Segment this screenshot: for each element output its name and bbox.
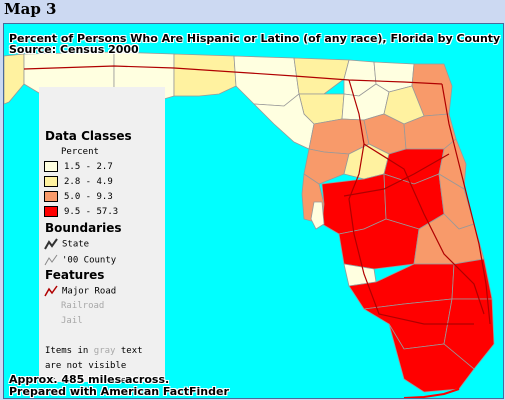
- legend-feature-road-label: Major Road: [62, 286, 117, 297]
- major-road-i10: [23, 65, 443, 85]
- county-palm-beach[interactable]: [451, 258, 493, 300]
- legend-panel: Data Classes Percent 1.5 - 2.7 2.8 - 4.9…: [39, 87, 165, 386]
- legend-boundaries-heading: Boundaries: [45, 221, 122, 235]
- legend-percent-label: Percent: [61, 147, 99, 157]
- major-road-i4: [343, 153, 450, 197]
- legend-class-1-label: 1.5 - 2.7: [64, 162, 113, 172]
- legend-class-3-label: 5.0 - 9.3: [64, 192, 113, 202]
- legend-class-2: 2.8 - 4.9: [44, 176, 113, 187]
- florida-keys: [403, 388, 460, 398]
- legend-note-post: text: [115, 346, 143, 356]
- county-broward-miami[interactable]: [443, 298, 495, 370]
- county-panhandle-west[interactable]: [4, 53, 25, 105]
- legend-boundary-state: State: [44, 238, 89, 250]
- county-east-coast-2[interactable]: [438, 138, 467, 190]
- legend-note-line-1: Items in gray text: [45, 344, 143, 359]
- legend-swatch-2: [44, 176, 58, 187]
- major-road-i75: [348, 79, 474, 325]
- county-panhandle-3[interactable]: [173, 53, 237, 97]
- county-panhandle-4[interactable]: [233, 55, 300, 107]
- county-pinellas[interactable]: [310, 201, 325, 230]
- legend-class-3: 5.0 - 9.3: [44, 191, 113, 202]
- legend-boundary-county-label: '00 County: [62, 255, 117, 266]
- legend-class-4-label: 9.5 - 57.3: [64, 207, 119, 217]
- legend-class-2-label: 2.8 - 4.9: [64, 177, 113, 187]
- legend-class-4: 9.5 - 57.3: [44, 206, 118, 217]
- legend-swatch-3: [44, 191, 58, 202]
- map-source: Source: Census 2000: [9, 43, 139, 56]
- major-road-i95: [441, 83, 491, 325]
- map-scale-note: Approx. 485 miles across.: [9, 373, 170, 386]
- legend-class-1: 1.5 - 2.7: [44, 161, 113, 172]
- map-frame[interactable]: Percent of Persons Who Are Hispanic or L…: [3, 23, 504, 399]
- legend-note-gray: gray: [93, 346, 116, 356]
- florida-map[interactable]: [4, 24, 503, 398]
- legend-note-line-2: are not visible: [45, 361, 127, 371]
- legend-note-line-3: at this zoom level: [45, 376, 143, 386]
- county-monroe[interactable]: [388, 323, 475, 393]
- legend-note-pre: Items in: [45, 346, 94, 356]
- legend-feature-railroad: Railroad: [61, 301, 105, 311]
- legend-feature-road: Major Road: [44, 285, 116, 297]
- legend-features-heading: Features: [45, 268, 105, 282]
- legend-feature-jail: Jail: [61, 316, 83, 326]
- map-title: Percent of Persons Who Are Hispanic or L…: [9, 32, 501, 45]
- legend-swatch-1: [44, 161, 58, 172]
- legend-boundary-county: '00 County: [44, 254, 116, 266]
- map-heading: Map 3: [4, 0, 57, 18]
- county-panhandle-5[interactable]: [293, 57, 350, 95]
- legend-data-classes-heading: Data Classes: [45, 129, 132, 143]
- state-boundary-icon: [44, 238, 58, 250]
- map-credit: Prepared with American FactFinder: [9, 385, 229, 398]
- legend-boundary-state-label: State: [62, 239, 90, 250]
- county-boundary-icon: [44, 254, 58, 266]
- major-road-icon: [44, 285, 58, 297]
- major-road-turnpike: [363, 143, 485, 315]
- legend-swatch-4: [44, 206, 58, 217]
